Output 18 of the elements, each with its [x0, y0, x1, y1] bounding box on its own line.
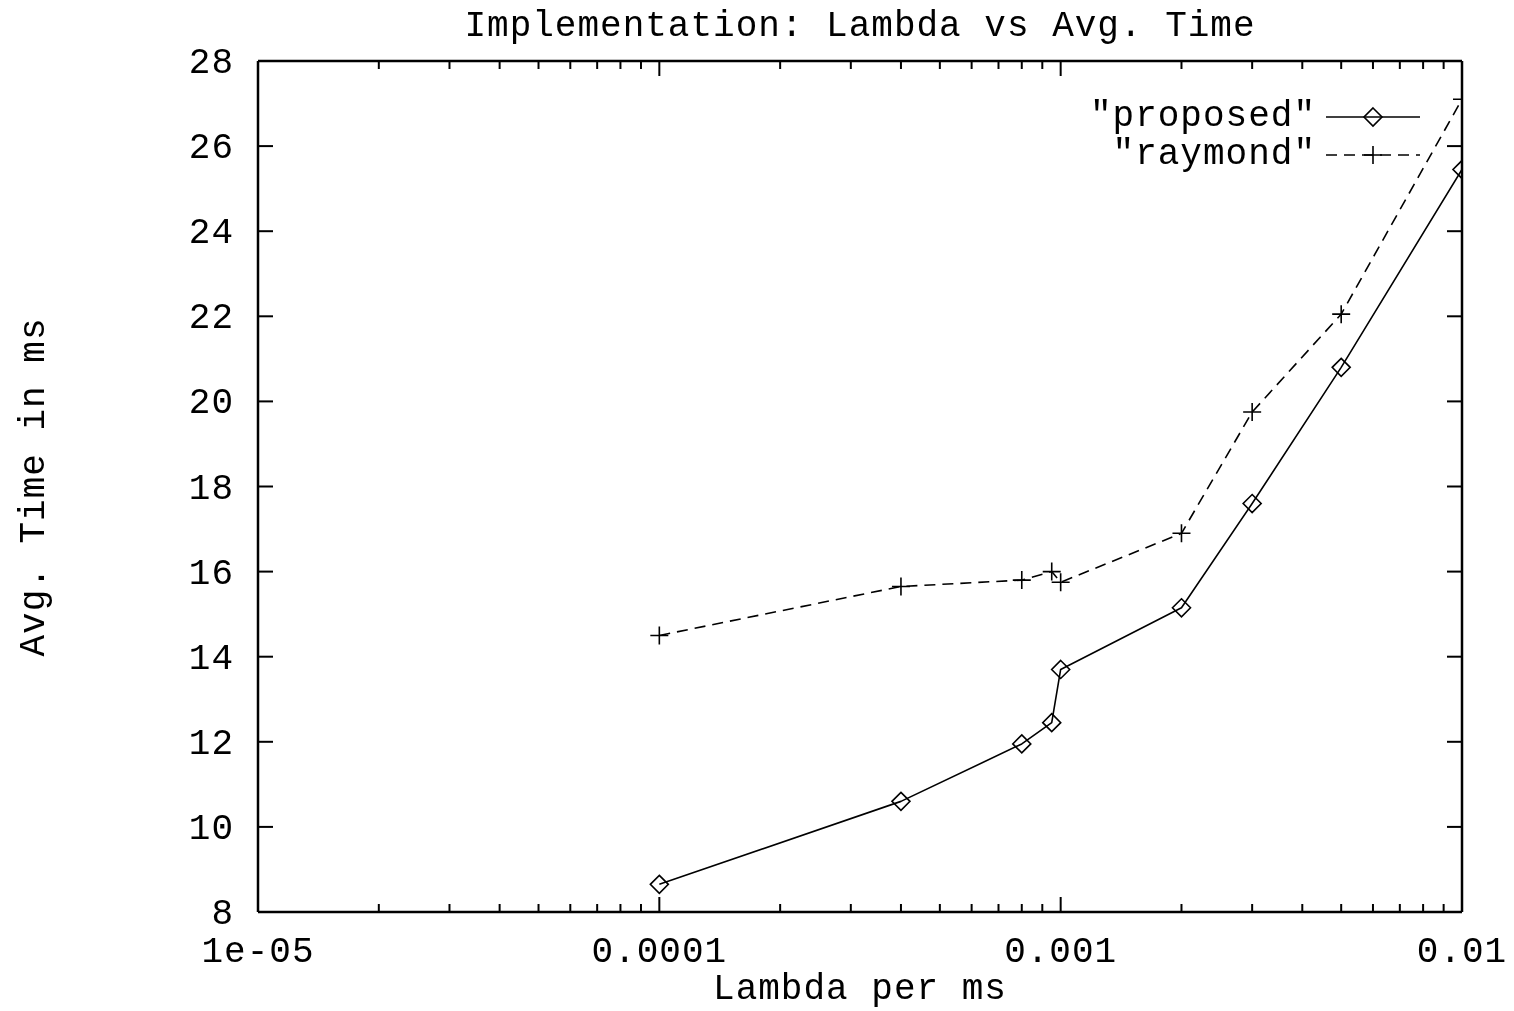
y-tick-label: 18 — [188, 468, 234, 510]
y-tick-label: 26 — [188, 128, 234, 170]
x-tick-label: 0.01 — [1416, 932, 1508, 973]
y-tick-label: 20 — [188, 383, 234, 425]
y-tick-label: 22 — [188, 298, 234, 340]
y-tick-label: 10 — [188, 808, 234, 850]
legend-label: "proposed" — [1089, 96, 1316, 137]
y-axis-title: Avg. Time in ms — [14, 316, 55, 657]
x-tick-label: 1e-05 — [201, 932, 315, 973]
legend-label: "raymond" — [1112, 134, 1316, 175]
y-tick-label: 16 — [188, 553, 234, 595]
y-tick-label: 28 — [188, 43, 234, 84]
y-tick-label: 24 — [188, 213, 234, 255]
y-tick-label: 8 — [211, 894, 234, 935]
y-tick-label: 14 — [188, 638, 234, 680]
y-tick-label: 12 — [188, 723, 234, 765]
chart-title: Implementation: Lambda vs Avg. Time — [463, 6, 1257, 47]
x-tick-label: 0.001 — [1004, 932, 1118, 973]
